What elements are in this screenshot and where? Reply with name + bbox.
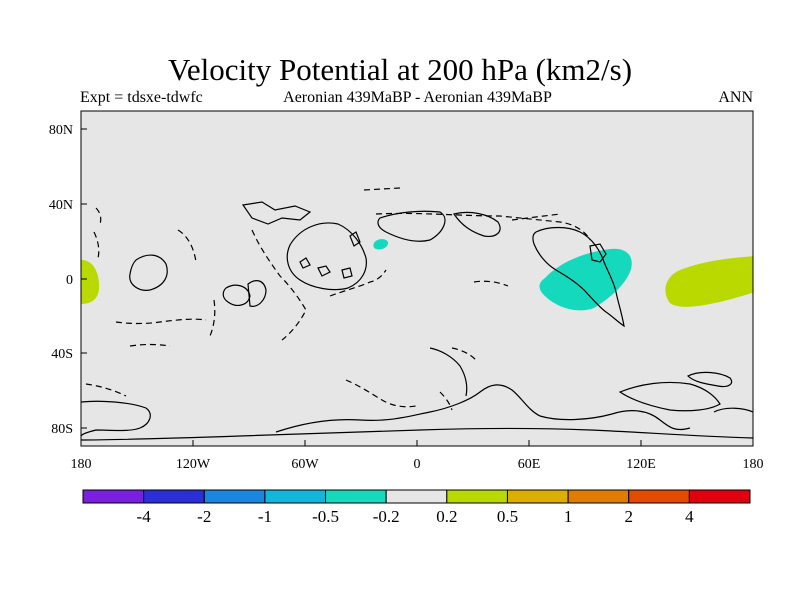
x-tick-label: 180 [71, 457, 92, 472]
season-label: ANN [718, 89, 753, 106]
colorbar-label: 0.5 [497, 507, 518, 526]
y-tick-label: 0 [66, 273, 73, 288]
experiment-label: Expt = tdsxe-tdwfc [80, 89, 203, 106]
x-tick-label: 120E [626, 457, 656, 472]
y-tick-label: 80S [51, 422, 73, 437]
y-tick-label: 40N [49, 198, 73, 213]
colorbar-swatch [506, 489, 569, 504]
colorbar-swatch [688, 489, 751, 504]
positive-anomaly-west [81, 259, 100, 304]
coastlines [81, 201, 753, 441]
colorbar-swatch [264, 489, 327, 504]
period-label: Aeronian 439MaBP - Aeronian 439MaBP [283, 89, 552, 106]
colorbar-label: 2 [624, 507, 633, 526]
colorbar-swatch [203, 489, 266, 504]
x-tick-label: 180 [743, 457, 764, 472]
x-tick-label: 0 [414, 457, 421, 472]
colorbar-swatch [325, 489, 387, 504]
colorbar-label: 1 [564, 507, 573, 526]
negative-anomaly-africa [539, 248, 632, 311]
colorbar-swatch [82, 489, 145, 504]
x-tick-label: 60E [518, 457, 541, 472]
negative-anomaly-small [373, 239, 389, 250]
colorbar-label: -4 [137, 507, 152, 526]
y-tick-label: 80N [49, 123, 73, 138]
map-background [81, 111, 753, 446]
colorbar: -4 -2 -1 -0.5 -0.2 0.2 0.5 1 2 4 [82, 489, 751, 526]
positive-anomaly-east [665, 256, 753, 307]
colorbar-label: 0.2 [436, 507, 457, 526]
colorbar-label: 4 [685, 507, 694, 526]
colorbar-label: -1 [258, 507, 272, 526]
y-tick-label: 40S [51, 347, 73, 362]
colorbar-swatch [567, 489, 630, 504]
colorbar-swatch [446, 489, 508, 504]
x-tick-label: 60W [291, 457, 319, 472]
colorbar-swatch [385, 489, 448, 504]
x-tick-label: 120W [176, 457, 211, 472]
axis-ticks [80, 128, 754, 446]
plot-title: Velocity Potential at 200 hPa (km2/s) [167, 52, 633, 87]
dashed-boundaries [85, 187, 591, 411]
colorbar-label: -0.5 [312, 507, 339, 526]
colorbar-label: -2 [197, 507, 211, 526]
colorbar-label: -0.2 [373, 507, 400, 526]
colorbar-swatch [143, 489, 205, 504]
colorbar-swatch [628, 489, 690, 504]
